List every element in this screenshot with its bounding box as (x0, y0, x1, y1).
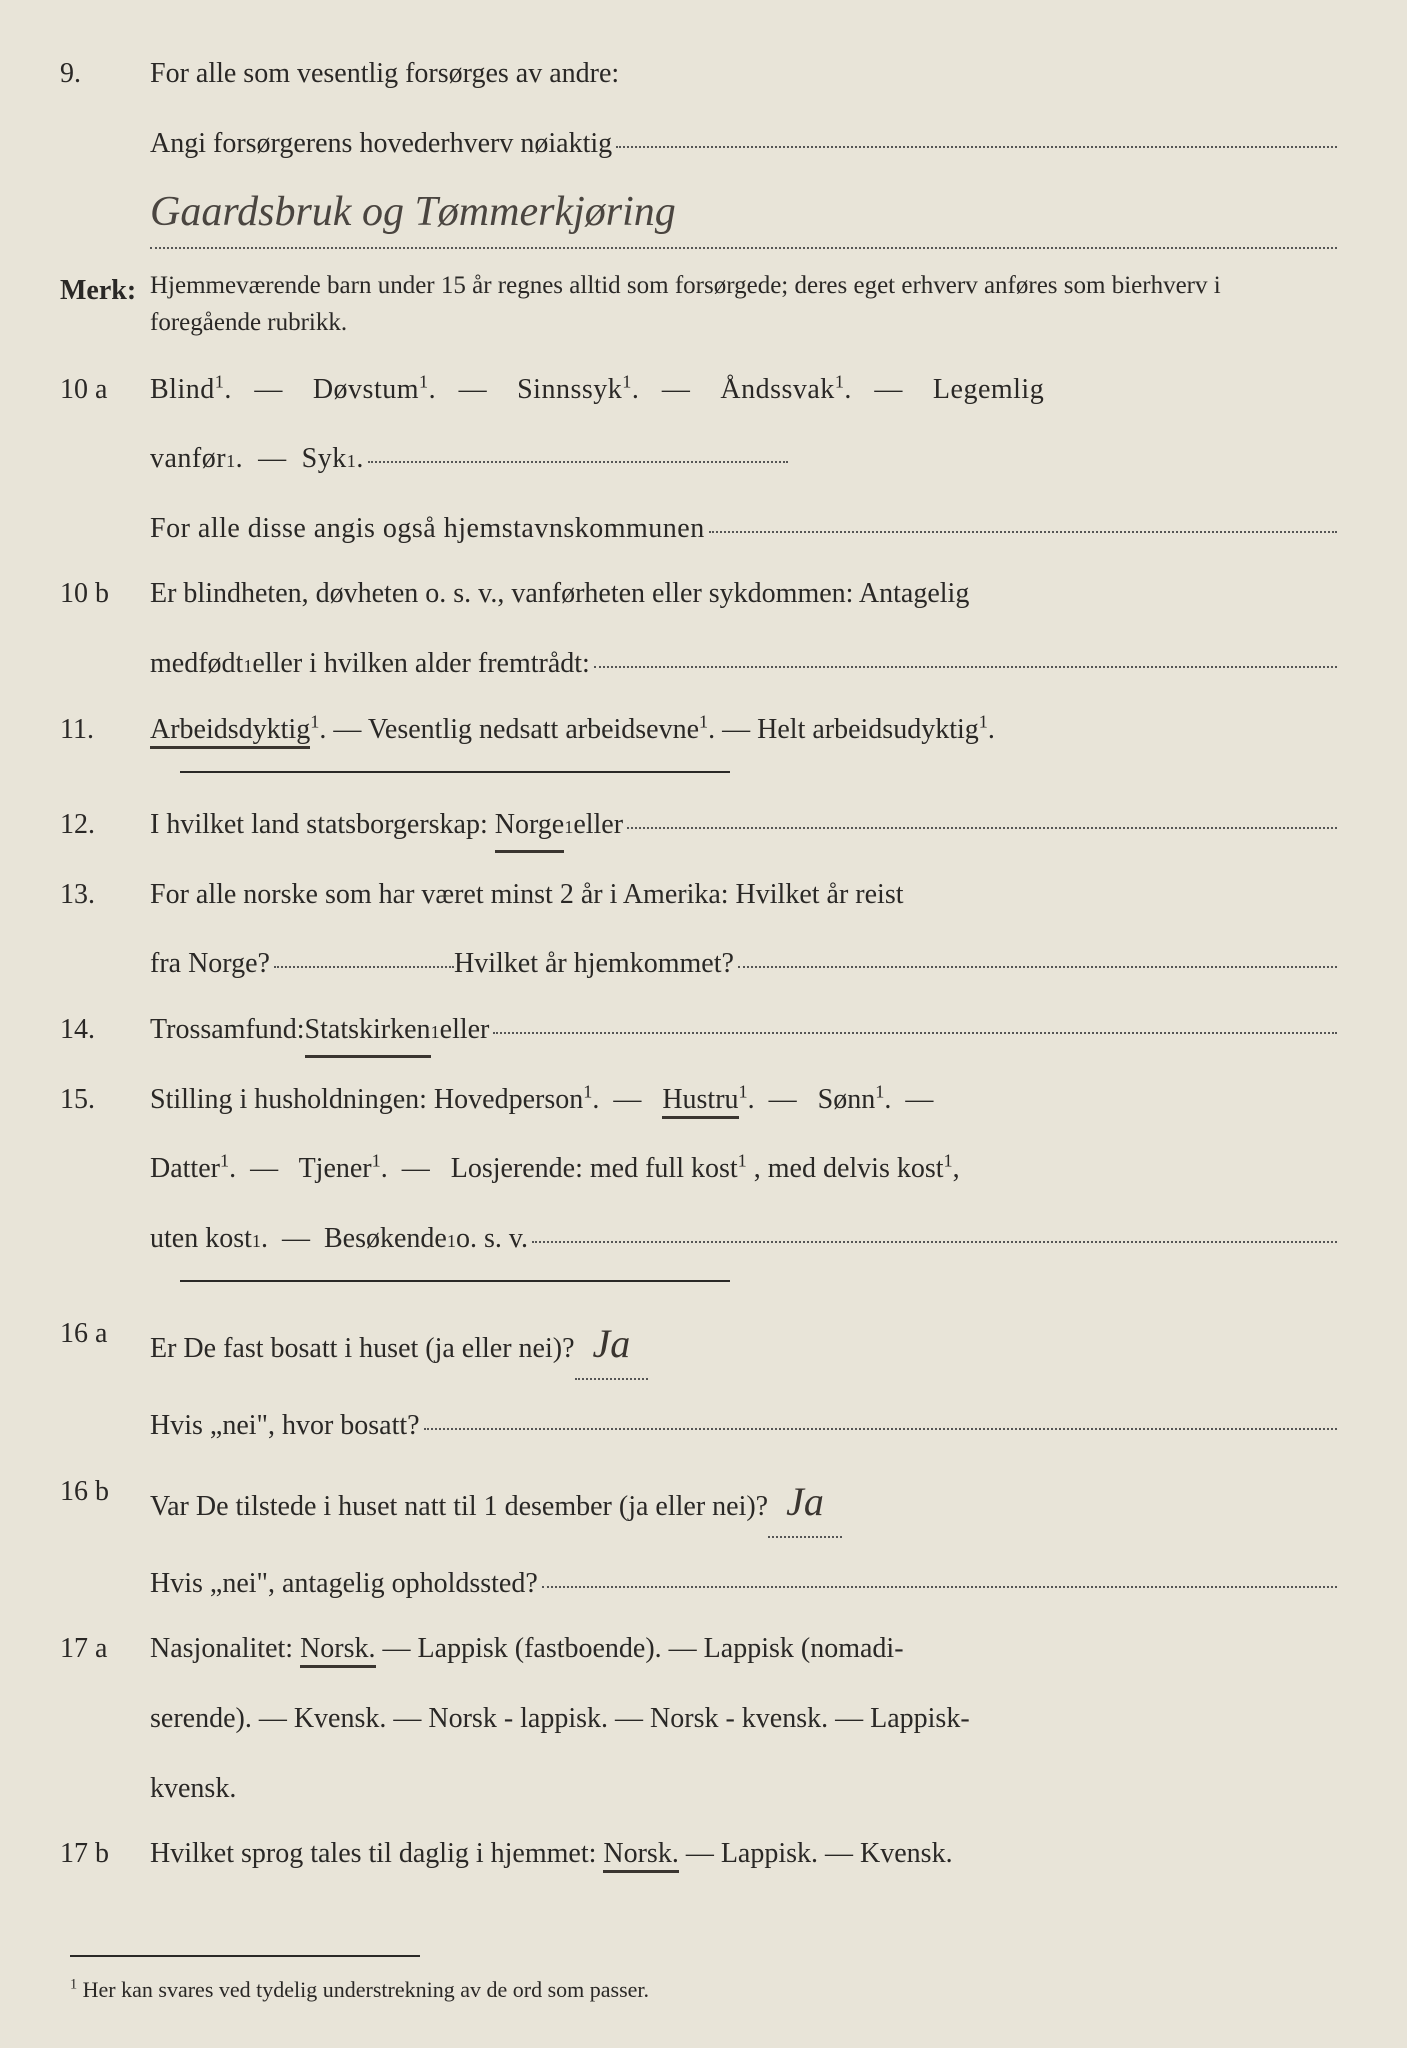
q13-fra-norge: fra Norge? (150, 940, 270, 988)
q16b-text1: Var De tilstede i huset natt til 1 desem… (150, 1483, 768, 1531)
q10b-line1: Er blindheten, døvheten o. s. v., vanfør… (150, 570, 1337, 618)
q12-eller: eller (573, 801, 623, 849)
q11-arbeidsdyktig-underlined: Arbeidsdyktig (150, 714, 310, 749)
dotted-fill (532, 1218, 1337, 1243)
dotted-fill (594, 643, 1337, 668)
q15-sonn: Sønn (818, 1084, 876, 1115)
q10b-text2b: eller i hvilken alder fremtrådt: (252, 640, 589, 688)
q15-hovedperson: Hovedperson (434, 1084, 583, 1115)
q14-text: Trossamfund: (150, 1006, 305, 1054)
q11-udyktig: Helt arbeidsudyktig (757, 714, 979, 745)
dotted-fill (616, 122, 1337, 147)
q16b-answer-ja: Ja (768, 1468, 842, 1538)
q10a-vanfor: vanfør (150, 435, 226, 483)
q12-text: I hvilket land statsborgerskap: (150, 801, 488, 849)
q10a-number: 10 a (60, 366, 150, 553)
q13-hjemkommet: Hvilket år hjemkommet? (454, 940, 734, 988)
dotted-fill (368, 438, 788, 463)
merk-label: Merk: (60, 267, 150, 342)
q15-uten-kost: uten kost (150, 1215, 252, 1263)
q10b-number: 10 b (60, 570, 150, 687)
dotted-fill (493, 1009, 1337, 1034)
q14-eller: eller (440, 1006, 490, 1054)
q10a-dovstum: Døvstum (313, 374, 419, 405)
q17a-line3: kvensk. (150, 1765, 1337, 1813)
q15-hustru-underlined: Hustru (662, 1084, 738, 1119)
census-form-page: 9. For alle som vesentlig forsørges av a… (60, 50, 1337, 1878)
q14-number: 14. (60, 1006, 150, 1058)
question-16b: 16 b Var De tilstede i huset natt til 1 … (60, 1468, 1337, 1608)
dotted-fill (274, 943, 454, 968)
q13-line1: For alle norske som har været minst 2 år… (150, 871, 1337, 919)
q17a-norsk-underlined: Norsk. (300, 1633, 375, 1668)
q10b-medfodt: medfødt (150, 640, 243, 688)
q10a-legemlig: Legemlig (933, 374, 1044, 405)
q15-tjener: Tjener (299, 1153, 372, 1184)
q12-norge-underlined: Norge (495, 801, 564, 853)
dotted-fill (627, 804, 1337, 829)
q17b-text: Hvilket sprog tales til daglig i hjemmet… (150, 1838, 603, 1869)
question-12: 12. I hvilket land statsborgerskap: Norg… (60, 801, 1337, 853)
q9-line2-label: Angi forsørgerens hovederhverv nøiaktig (150, 120, 612, 168)
q15-osv: o. s. v. (456, 1215, 528, 1263)
question-16a: 16 a Er De fast bosatt i huset (ja eller… (60, 1310, 1337, 1450)
dotted-fill (424, 1405, 1337, 1430)
q10a-andssvak: Åndssvak (720, 374, 834, 405)
q17a-pre: Nasjonalitet: (150, 1633, 300, 1664)
q17b-rest: — Lappisk. — Kvensk. (686, 1838, 953, 1869)
q15-number: 15. (60, 1076, 150, 1263)
q10a-blind: Blind (150, 374, 215, 405)
footnote: 1 Her kan svares ved tydelig understrekn… (70, 1955, 420, 2008)
q16a-text2: Hvis „nei", hvor bosatt? (150, 1402, 420, 1450)
q11-number: 11. (60, 706, 150, 754)
dotted-fill (738, 943, 1337, 968)
footnote-marker: 1 (70, 1976, 77, 1992)
q16b-number: 16 b (60, 1468, 150, 1608)
q15-pre: Stilling i husholdningen: (150, 1084, 434, 1115)
q9-handwritten-answer: Gaardsbruk og Tømmerkjøring (150, 189, 676, 235)
q17a-line2: serende). — Kvensk. — Norsk - lappisk. —… (150, 1695, 1337, 1743)
question-9: 9. For alle som vesentlig forsørges av a… (60, 50, 1337, 249)
q15-datter: Datter (150, 1153, 220, 1184)
question-14: 14. Trossamfund: Statskirken1 eller (60, 1006, 1337, 1058)
question-10b: 10 b Er blindheten, døvheten o. s. v., v… (60, 570, 1337, 687)
q17b-norsk-underlined: Norsk. (603, 1838, 678, 1873)
q10a-line3: For alle disse angis også hjemstavnskomm… (150, 505, 705, 553)
question-15: 15. Stilling i husholdningen: Hovedperso… (60, 1076, 1337, 1263)
q17a-number: 17 a (60, 1625, 150, 1812)
q9-number: 9. (60, 50, 150, 249)
q17b-number: 17 b (60, 1830, 150, 1878)
q17a-rest1: — Lappisk (fastboende). — Lappisk (nomad… (383, 1633, 904, 1664)
q12-number: 12. (60, 801, 150, 853)
q15-delvis: , med delvis kost (754, 1153, 944, 1184)
dotted-fill (542, 1563, 1337, 1588)
question-11: 11. Arbeidsdyktig1. — Vesentlig nedsatt … (60, 706, 1337, 754)
q14-statskirken-underlined: Statskirken (305, 1006, 431, 1058)
q9-line1: For alle som vesentlig forsørges av andr… (150, 50, 1337, 98)
question-17a: 17 a Nasjonalitet: Norsk. — Lappisk (fas… (60, 1625, 1337, 1812)
divider-line (180, 771, 730, 773)
question-13: 13. For alle norske som har været minst … (60, 871, 1337, 988)
q16b-text2: Hvis „nei", antagelig opholdssted? (150, 1560, 538, 1608)
q11-nedsatt: Vesentlig nedsatt arbeidsevne (368, 714, 699, 745)
footnote-text: Her kan svares ved tydelig understreknin… (83, 1977, 649, 2002)
q13-number: 13. (60, 871, 150, 988)
q15-losjerende-full: Losjerende: med full kost (451, 1153, 738, 1184)
merk-note: Merk: Hjemmeværende barn under 15 år reg… (60, 267, 1337, 342)
merk-text: Hjemmeværende barn under 15 år regnes al… (150, 267, 1337, 342)
question-10a: 10 a Blind1. — Døvstum1. — Sinnssyk1. — … (60, 366, 1337, 553)
q15-besokende: Besøkende (324, 1215, 447, 1263)
dotted-fill (709, 508, 1337, 533)
q10a-sinnssyk: Sinnssyk (517, 374, 622, 405)
divider-line (180, 1280, 730, 1282)
q16a-answer-ja: Ja (575, 1310, 649, 1380)
q10a-syk: Syk (302, 435, 347, 483)
q16a-number: 16 a (60, 1310, 150, 1450)
question-17b: 17 b Hvilket sprog tales til daglig i hj… (60, 1830, 1337, 1878)
q16a-text1: Er De fast bosatt i huset (ja eller nei)… (150, 1325, 575, 1373)
